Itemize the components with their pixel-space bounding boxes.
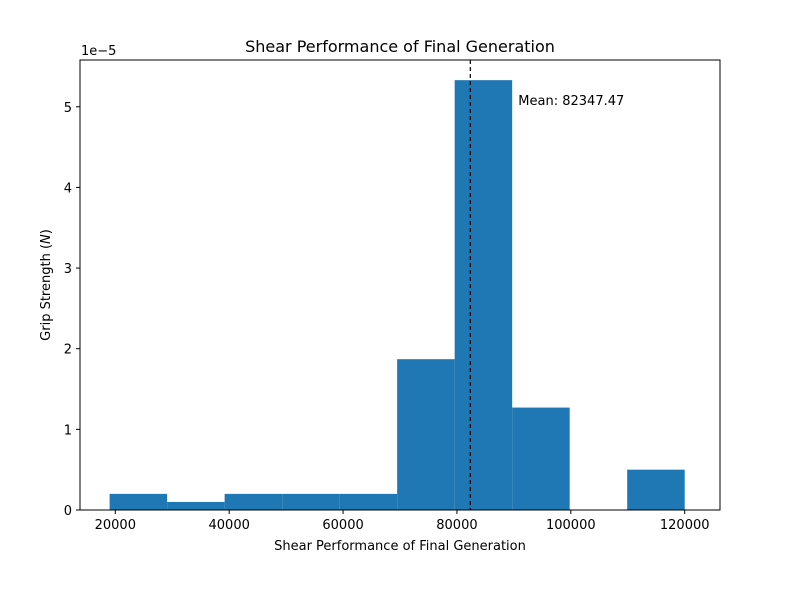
histogram-bar-5 xyxy=(339,493,398,510)
y-tick-label: 2 xyxy=(64,343,72,358)
y-axis-ticks: 0 1 2 3 4 5 xyxy=(64,101,80,519)
y-tick-label: 1 xyxy=(64,423,72,438)
mean-line-group: Mean: 82347.47 xyxy=(469,60,624,510)
histogram-bar-7 xyxy=(454,80,513,511)
y-tick-label: 4 xyxy=(64,181,72,196)
y-tick-label: 0 xyxy=(64,504,72,519)
y-tick-label: 3 xyxy=(64,262,72,277)
y-offset-label: 1e−5 xyxy=(81,44,116,59)
x-tick-label: 60000 xyxy=(322,518,363,533)
x-tick-label: 40000 xyxy=(209,518,250,533)
x-tick-label: 20000 xyxy=(95,518,136,533)
plot-frame xyxy=(79,59,721,511)
histogram-bar-10 xyxy=(627,469,685,510)
histogram-bar-6 xyxy=(397,359,455,510)
mean-label: Mean: 82347.47 xyxy=(518,94,624,109)
y-axis-label: Grip Strength (N) xyxy=(39,229,54,341)
x-tick-label: 120000 xyxy=(660,518,710,533)
bars-group xyxy=(109,80,685,511)
histogram-bar-8 xyxy=(512,407,570,510)
chart-title: Shear Performance of Final Generation xyxy=(245,37,555,56)
x-axis-label: Shear Performance of Final Generation xyxy=(274,539,526,554)
x-tick-label: 80000 xyxy=(436,518,477,533)
x-tick-label: 100000 xyxy=(546,518,596,533)
x-axis-ticks: 20000 40000 60000 80000 100000 120000 xyxy=(95,510,710,533)
histogram-bar-4 xyxy=(282,493,340,510)
y-tick-label: 5 xyxy=(64,101,72,116)
histogram-bar-1 xyxy=(109,493,168,510)
histogram-bar-3 xyxy=(224,493,283,510)
histogram-bar-2 xyxy=(167,501,225,510)
y-axis-label-unit: N xyxy=(39,234,54,244)
